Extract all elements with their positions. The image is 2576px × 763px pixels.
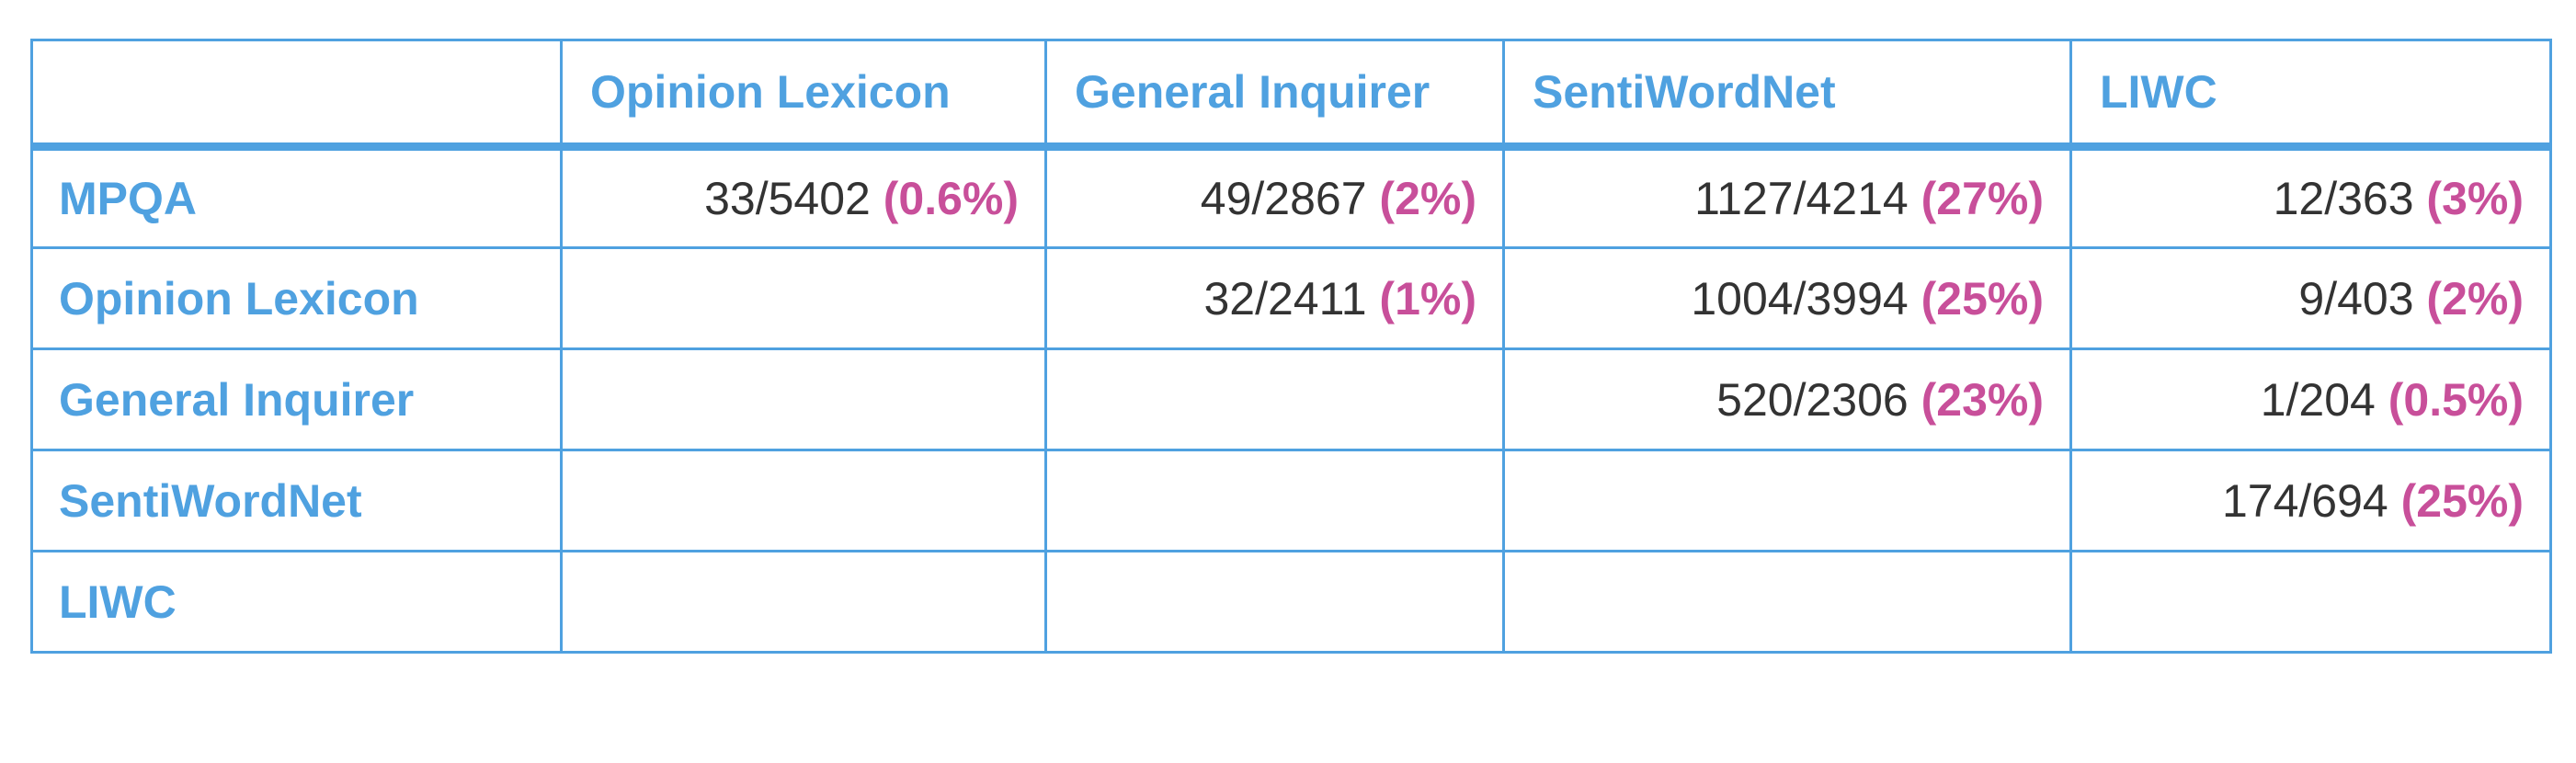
table-cell bbox=[1502, 449, 2072, 552]
cell-count: 12/363 bbox=[2273, 173, 2414, 224]
column-header-general-inquirer: General Inquirer bbox=[1044, 39, 1505, 151]
table-cell bbox=[560, 449, 1047, 552]
cell-count: 520/2306 bbox=[1716, 373, 1909, 426]
table-cell: 9/403 (2%) bbox=[2069, 246, 2552, 350]
cell-percent: (3%) bbox=[2426, 173, 2524, 224]
table-cell: 1004/3994 (25%) bbox=[1502, 246, 2072, 350]
cell-count: 174/694 bbox=[2221, 474, 2388, 527]
cell-count: 32/2411 bbox=[1203, 272, 1367, 325]
cell-percent: (23%) bbox=[1921, 373, 2044, 426]
lexicon-overlap-table-container: Opinion Lexicon General Inquirer SentiWo… bbox=[30, 39, 2552, 654]
cell-percent: (25%) bbox=[1921, 272, 2044, 325]
header-row: Opinion Lexicon General Inquirer SentiWo… bbox=[30, 39, 2552, 151]
column-header-liwc: LIWC bbox=[2069, 39, 2552, 151]
row-header-general-inquirer: General Inquirer bbox=[30, 347, 563, 451]
table-cell bbox=[1044, 550, 1505, 654]
row-header-liwc: LIWC bbox=[30, 550, 563, 654]
table-cell: 12/363 (3%) bbox=[2069, 145, 2552, 249]
cell-percent: (0.5%) bbox=[2388, 373, 2524, 426]
table-cell bbox=[560, 347, 1047, 451]
table-cell bbox=[1044, 449, 1505, 552]
cell-count: 1127/4214 bbox=[1694, 173, 1909, 224]
table-row-general-inquirer: General Inquirer 520/2306 (23%) 1/204 (0… bbox=[30, 347, 2552, 451]
table-row-mpqa: MPQA 33/5402 (0.6%) 49/2867 (2%) 1127/42… bbox=[30, 145, 2552, 249]
row-header-sentiwordnet: SentiWordNet bbox=[30, 449, 563, 552]
cell-count: 1004/3994 bbox=[1691, 272, 1909, 325]
lexicon-overlap-table: Opinion Lexicon General Inquirer SentiWo… bbox=[30, 39, 2552, 654]
cell-percent: (2%) bbox=[1379, 173, 1476, 224]
table-cell: 49/2867 (2%) bbox=[1044, 145, 1505, 249]
table-row-opinion-lexicon: Opinion Lexicon 32/2411 (1%) 1004/3994 (… bbox=[30, 246, 2552, 350]
table-cell: 1127/4214 (27%) bbox=[1502, 145, 2072, 249]
column-header-opinion-lexicon: Opinion Lexicon bbox=[560, 39, 1047, 151]
table-cell: 32/2411 (1%) bbox=[1044, 246, 1505, 350]
cell-count: 33/5402 bbox=[704, 173, 871, 224]
table-cell bbox=[560, 246, 1047, 350]
table-cell bbox=[1502, 550, 2072, 654]
cell-count: 1/204 bbox=[2260, 373, 2376, 426]
table-cell: 1/204 (0.5%) bbox=[2069, 347, 2552, 451]
cell-percent: (27%) bbox=[1921, 173, 2044, 224]
cell-percent: (2%) bbox=[2426, 272, 2524, 325]
table-row-liwc: LIWC bbox=[30, 550, 2552, 654]
table-cell: 520/2306 (23%) bbox=[1502, 347, 2072, 451]
table-cell bbox=[1044, 347, 1505, 451]
cell-percent: (1%) bbox=[1379, 272, 1476, 325]
table-row-sentiwordnet: SentiWordNet 174/694 (25%) bbox=[30, 449, 2552, 552]
cell-percent: (0.6%) bbox=[883, 173, 1019, 224]
column-header-sentiwordnet: SentiWordNet bbox=[1502, 39, 2072, 151]
cell-percent: (25%) bbox=[2400, 474, 2524, 527]
cell-count: 49/2867 bbox=[1200, 173, 1367, 224]
table-cell: 33/5402 (0.6%) bbox=[560, 145, 1047, 249]
corner-header-cell bbox=[30, 39, 563, 151]
table-cell: 174/694 (25%) bbox=[2069, 449, 2552, 552]
table-cell bbox=[2069, 550, 2552, 654]
row-header-opinion-lexicon: Opinion Lexicon bbox=[30, 246, 563, 350]
row-header-mpqa: MPQA bbox=[30, 145, 563, 249]
cell-count: 9/403 bbox=[2298, 272, 2414, 325]
table-cell bbox=[560, 550, 1047, 654]
